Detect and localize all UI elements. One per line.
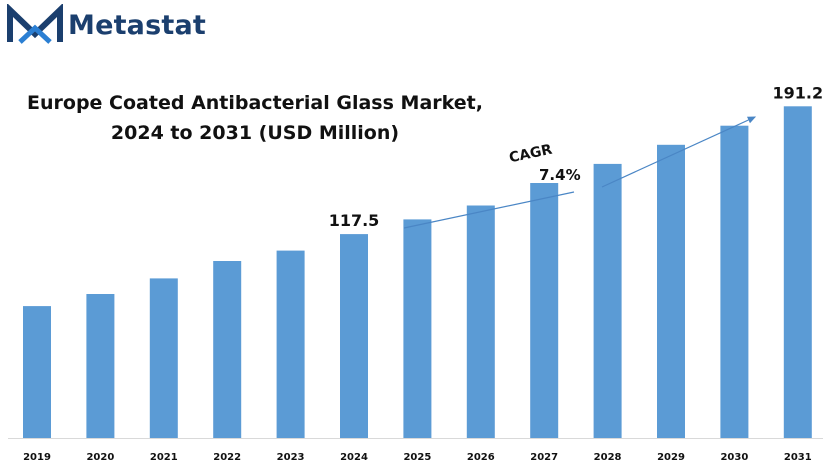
bar-2022 [213,261,242,438]
x-tick-label-2029: 2029 [657,452,685,463]
cagr-arrow-segment-1 [403,191,575,229]
x-tick-label-2022: 2022 [213,452,241,463]
bar-2020 [86,294,115,438]
bar-2019 [23,306,51,438]
bar-2023 [276,250,305,438]
bar-2024 [340,234,368,438]
x-tick-label-2019: 2019 [23,452,51,463]
x-tick-label-2031: 2031 [784,452,812,463]
x-tick-label-2020: 2020 [86,452,114,463]
bar-2025 [403,219,432,438]
x-tick-label-2025: 2025 [403,452,431,463]
cagr-value: 7.4% [539,166,581,184]
x-tick-label-2026: 2026 [467,452,495,463]
bar-2021 [149,278,178,438]
x-tick-label-2021: 2021 [150,452,178,463]
chart-title-line-2: 2024 to 2031 (USD Million) [110,122,400,144]
bar-2028 [593,163,622,438]
chart-title-line-1: Europe Coated Antibacterial Glass Market… [27,92,483,114]
bar-2027 [530,183,559,438]
bar-2030 [720,125,749,438]
x-tick-label-2024: 2024 [340,452,368,463]
data-label-2024: 117.5 [329,211,380,230]
bar-2029 [657,144,685,439]
bar-2026 [466,205,495,438]
cagr-arrow-segment-2 [601,116,757,188]
x-tick-label-2027: 2027 [530,452,558,463]
metastat-logo-icon [7,4,63,44]
brand-logo: Metastat [6,4,206,46]
x-tick-label-2030: 2030 [720,452,748,463]
x-tick-label-2023: 2023 [277,452,305,463]
data-label-2031: 191.2 [772,83,823,102]
chart-title: Europe Coated Antibacterial Glass Market… [0,88,510,148]
x-tick-label-2028: 2028 [594,452,622,463]
brand-name: Metastat [68,9,207,41]
bar-2031 [783,106,812,439]
